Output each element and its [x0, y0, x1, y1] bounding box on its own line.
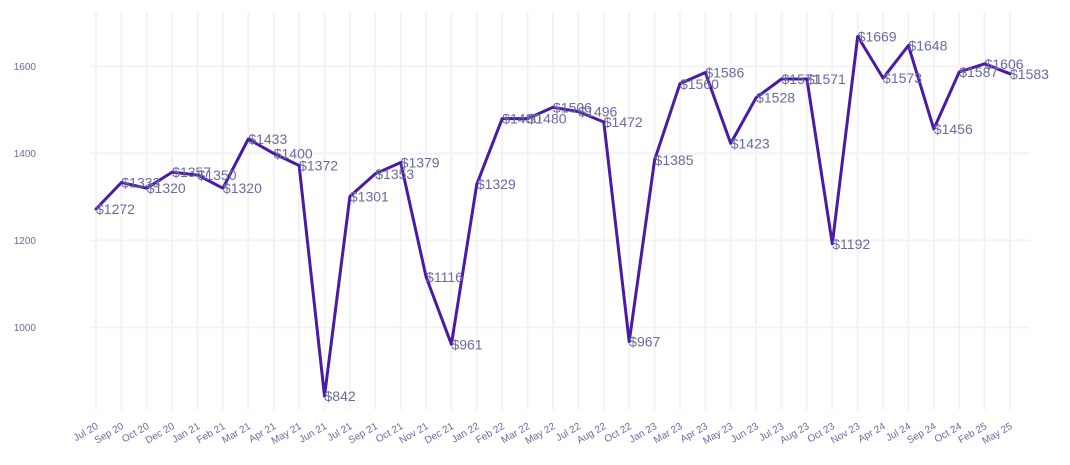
x-tick-label: Sep 20 — [93, 421, 126, 447]
x-tick-label: Sep 24 — [905, 421, 938, 447]
y-tick-label: 1600 — [14, 62, 37, 73]
data-label: $1350 — [198, 167, 237, 183]
y-tick-label: 1000 — [14, 323, 37, 334]
x-tick-label: Apr 24 — [857, 421, 888, 445]
x-tick-label: Dec 21 — [423, 421, 456, 447]
x-tick-label: Jun 21 — [297, 421, 329, 446]
data-label: $1587 — [959, 64, 998, 80]
data-label: $1480 — [502, 111, 541, 127]
x-tick-label: Nov 23 — [829, 421, 862, 447]
data-label: $1372 — [299, 158, 338, 174]
data-label: $1456 — [934, 121, 973, 137]
x-tick-label: Mar 21 — [220, 421, 253, 446]
y-axis: 1000 1200 1400 1600 — [14, 62, 37, 334]
data-labels: $1272$1333$1320$1357$1350$1320$1433$1400… — [96, 28, 1049, 404]
data-label: $1272 — [96, 201, 135, 217]
data-label: $1480 — [528, 111, 567, 127]
data-label: $1379 — [401, 155, 440, 171]
data-label: $1385 — [655, 152, 694, 168]
data-label: $1669 — [858, 28, 897, 44]
data-label: $1301 — [350, 188, 389, 204]
data-label: $1433 — [248, 131, 287, 147]
grid — [90, 12, 1030, 410]
x-tick-label: Aug 22 — [575, 421, 608, 447]
data-label: $1329 — [477, 176, 516, 192]
data-label: $1496 — [578, 104, 617, 120]
data-label: $1560 — [680, 76, 719, 92]
data-label: $842 — [325, 388, 356, 404]
data-label: $1423 — [731, 135, 770, 151]
x-tick-label: Mar 23 — [652, 421, 685, 446]
data-label: $1506 — [553, 99, 592, 115]
data-label: $1192 — [832, 236, 870, 252]
data-label: $1333 — [121, 175, 160, 191]
x-tick-label: Dec 20 — [144, 421, 177, 447]
data-label: $1571 — [782, 71, 821, 87]
y-tick-label: 1400 — [14, 149, 37, 160]
data-label: $1583 — [1010, 66, 1049, 82]
data-label: $1320 — [147, 180, 186, 196]
data-label: $1606 — [985, 56, 1024, 72]
data-label: $1357 — [172, 164, 211, 180]
data-label: $1116 — [426, 269, 463, 285]
data-label: $961 — [451, 336, 482, 352]
x-tick-label: Aug 23 — [778, 421, 811, 447]
data-label: $1573 — [883, 70, 922, 86]
data-label: $1586 — [705, 64, 744, 80]
data-label: $1320 — [223, 180, 262, 196]
data-label: $1353 — [375, 166, 414, 182]
x-tick-label: Oct 22 — [603, 421, 634, 445]
y-tick-label: 1200 — [14, 236, 37, 247]
x-tick-label: Jun 23 — [729, 421, 761, 446]
x-tick-label: Sep 21 — [347, 421, 380, 447]
data-label: $1528 — [756, 90, 795, 106]
data-label: $1571 — [807, 71, 846, 87]
data-label: $1648 — [908, 37, 947, 53]
data-label: $1472 — [604, 114, 643, 130]
data-label: $967 — [629, 334, 660, 350]
data-label: $1400 — [274, 145, 313, 161]
series-line — [94, 34, 1012, 398]
